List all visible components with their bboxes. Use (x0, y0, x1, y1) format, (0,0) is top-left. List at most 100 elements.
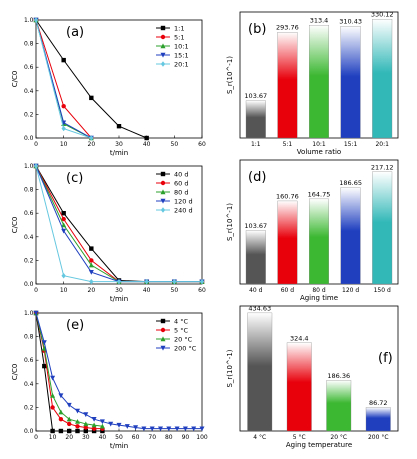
bar (372, 171, 393, 285)
panel-label: (f) (378, 351, 393, 366)
x-tick-label: 20 (88, 141, 96, 148)
data-point (91, 428, 97, 434)
bar (277, 200, 298, 285)
x-tick-label: 50 (115, 434, 123, 441)
data-point (83, 412, 89, 418)
bar-panel-1: 103.67 40 d 160.76 60 d 164.75 80 d 186.65 120 … (226, 159, 399, 302)
y-tick-label: 0.8 (24, 334, 34, 341)
x-tick-label: 30 (82, 434, 90, 441)
y-tick-label: 0.4 (24, 381, 34, 388)
x-tick-label: 80 (165, 434, 173, 441)
bar (286, 342, 312, 432)
y-tick-label: 1.0 (24, 17, 34, 24)
x-tick-label: 0 (34, 141, 38, 148)
y-axis-label: C/C0 (11, 71, 19, 88)
bar-value-label: 186.65 (339, 179, 362, 187)
legend-label: 1:1 (174, 24, 184, 32)
data-point (50, 428, 55, 434)
bar (247, 312, 273, 432)
bar-value-label: 324.4 (290, 334, 309, 342)
legend-label: 20 °C (174, 335, 193, 343)
data-point (99, 423, 105, 429)
data-point (88, 270, 94, 275)
data-point (91, 426, 97, 431)
bar-value-label: 434.63 (248, 304, 271, 312)
line-panel-2: 0 10 20 30 40 50 60 70 80 90 100 0.0 0.2 0.4 0.6 0.8 1.0… (11, 310, 208, 450)
data-point (89, 278, 94, 285)
x-tick-label: 20 (88, 287, 96, 294)
bar (245, 100, 266, 139)
data-point (66, 416, 72, 422)
data-point (67, 428, 72, 434)
x-axis-label: Volume ratio (297, 148, 341, 156)
y-tick-label: 0.4 (24, 88, 34, 95)
legend-marker (160, 34, 166, 40)
legend-marker (160, 171, 166, 177)
line-panel-0: 0 10 20 30 40 50 60 0.0 0.2 0.4 0.6 0.8 1.0 t/min C/C0… (11, 17, 206, 157)
x-tick-label: 10 (49, 434, 57, 441)
data-point (166, 426, 172, 432)
legend-marker (160, 61, 166, 67)
data-point (199, 426, 205, 432)
bar (309, 25, 329, 139)
x-tick-label: 80 d (312, 287, 326, 294)
y-tick-label: 0.8 (24, 187, 34, 194)
data-point (91, 417, 97, 422)
data-point (144, 278, 149, 285)
data-point (144, 135, 149, 141)
x-tick-label: 5:1 (283, 141, 293, 148)
panel-label: (d) (248, 170, 266, 185)
bar (365, 407, 391, 432)
y-axis-label: S_r(10^-1) (226, 349, 234, 387)
data-point (61, 273, 66, 279)
x-axis-label: t/min (110, 295, 128, 303)
x-axis-label: t/min (110, 149, 128, 157)
legend-label: 4 °C (174, 317, 188, 325)
data-point (124, 424, 130, 429)
data-point (88, 262, 94, 268)
bar (340, 187, 361, 285)
bar-value-label: 310.43 (339, 18, 362, 26)
y-tick-label: 0.6 (24, 64, 34, 71)
data-point (50, 375, 56, 381)
legend-marker (160, 180, 166, 186)
data-point (61, 57, 66, 63)
data-point (61, 228, 67, 234)
data-point (116, 278, 122, 285)
x-tick-label: 4 °C (253, 434, 266, 441)
legend-marker (160, 198, 166, 204)
x-tick-label: 15:1 (344, 141, 358, 148)
legend-marker (160, 25, 166, 31)
bar-value-label: 293.76 (276, 24, 299, 32)
data-point (91, 422, 97, 428)
x-axis-label: Aging temperature (286, 441, 352, 449)
panel-label: (b) (248, 22, 266, 37)
data-point (75, 418, 80, 424)
x-tick-label: 40 (99, 434, 107, 441)
x-tick-label: 60 (198, 287, 206, 294)
y-tick-label: 1.0 (24, 163, 34, 170)
data-point (83, 425, 89, 430)
y-tick-label: 0.0 (24, 135, 34, 142)
bar-value-label: 313.4 (310, 17, 329, 25)
data-point (58, 428, 64, 434)
data-point (61, 211, 66, 216)
x-tick-label: 0 (34, 434, 38, 441)
x-tick-label: 5 °C (293, 434, 306, 441)
x-tick-label: 20:1 (375, 141, 389, 148)
legend-marker (160, 345, 166, 351)
data-point (172, 278, 177, 285)
x-axis-label: t/min (110, 442, 128, 450)
data-point (75, 424, 80, 429)
x-tick-label: 60 (198, 141, 206, 148)
x-tick-label: 40 d (249, 287, 263, 294)
data-point (58, 417, 64, 422)
data-point (61, 125, 66, 132)
y-tick-label: 0.2 (24, 257, 34, 264)
data-point (89, 95, 94, 101)
panel-label: (a) (66, 25, 84, 40)
x-tick-label: 10:1 (312, 141, 326, 148)
data-point (33, 163, 39, 169)
data-point (191, 426, 197, 432)
